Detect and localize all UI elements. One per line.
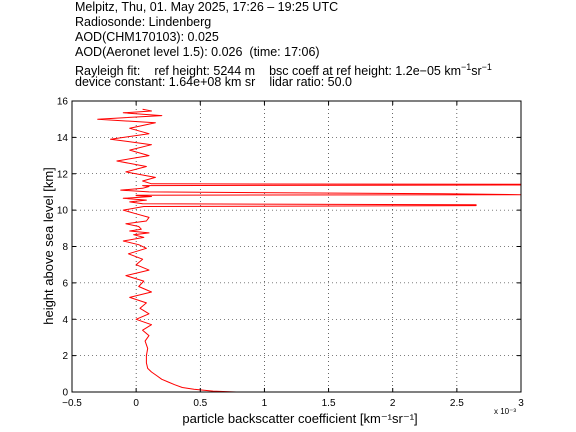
x-tick-label: 0 bbox=[133, 398, 139, 409]
y-tick-label: 6 bbox=[62, 278, 68, 289]
header-aod-aeronet-time: (time: 17:06) bbox=[249, 45, 320, 59]
header-rayleigh-label: Rayleigh fit: bbox=[75, 64, 141, 79]
y-tick-label: 10 bbox=[57, 206, 69, 217]
chart-header: Melpitz, Thu, 01. May 2025, 17:26 – 19:2… bbox=[75, 0, 575, 90]
header-device-constant-row: device constant: 1.64e+08 km sr lidar rat… bbox=[75, 75, 575, 90]
header-radiosonde: Radiosonde: Lindenberg bbox=[75, 15, 212, 29]
header-lidar-ratio: lidar ratio: 50.0 bbox=[269, 75, 352, 89]
y-axis-label: height above sea level [km] bbox=[41, 167, 56, 325]
y-tick-label: 8 bbox=[62, 242, 68, 253]
y-tick-label: 0 bbox=[62, 388, 68, 399]
x-tick-label: −0.5 bbox=[62, 398, 82, 409]
header-aod-chm: AOD(CHM170103): 0.025 bbox=[75, 30, 219, 44]
x-tick-label: 3 bbox=[518, 398, 524, 409]
header-aod-aeronet-value: AOD(Aeronet level 1.5): 0.026 bbox=[75, 45, 243, 59]
x-axis-label: particle backscatter coefficient [km⁻¹sr… bbox=[182, 411, 417, 426]
x-axis-scale-note: x 10⁻³ bbox=[494, 407, 516, 416]
header-aod-aeronet: AOD(Aeronet level 1.5): 0.026 (time: 17:… bbox=[75, 45, 575, 60]
header-device-constant: device constant: 1.64e+08 km sr bbox=[75, 75, 256, 89]
backscatter-profile-line bbox=[97, 108, 522, 393]
y-tick-label: 14 bbox=[57, 133, 69, 144]
y-tick-label: 12 bbox=[57, 169, 69, 180]
x-axis-ticks: −0.5 0 0.5 1 1.5 2 2.5 3 bbox=[62, 101, 524, 409]
y-tick-label: 2 bbox=[62, 351, 68, 362]
y-tick-label: 16 bbox=[57, 97, 69, 108]
x-tick-label: 1 bbox=[262, 398, 268, 409]
header-ref-height: ref height: 5244 m bbox=[154, 64, 256, 79]
x-tick-label: 2 bbox=[390, 398, 396, 409]
chart-grid bbox=[72, 101, 521, 392]
x-tick-label: 2.5 bbox=[450, 398, 464, 409]
header-location-time: Melpitz, Thu, 01. May 2025, 17:26 – 19:2… bbox=[75, 0, 339, 14]
x-tick-label: 0.5 bbox=[193, 398, 207, 409]
x-tick-label: 1.5 bbox=[322, 398, 336, 409]
header-bsc-coeff: bsc coeff at ref height: 1.2e−05 km bbox=[269, 64, 461, 79]
y-axis-ticks: 0 2 4 6 8 10 12 14 16 bbox=[57, 97, 521, 399]
header-rayleigh-fit: Rayleigh fit: ref height: 5244 m bsc coeff… bbox=[75, 62, 492, 79]
y-tick-label: 4 bbox=[62, 315, 68, 326]
